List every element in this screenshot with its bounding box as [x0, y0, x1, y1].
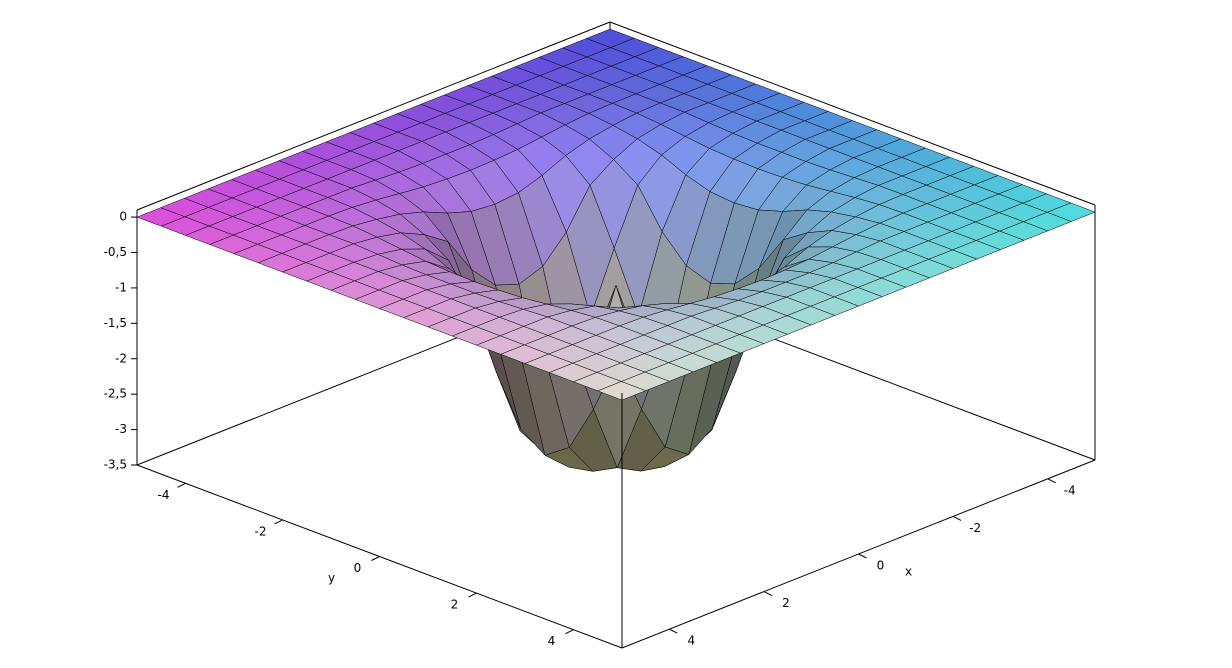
x-tick-label: 2 — [782, 596, 790, 610]
z-tick-label: -0,5 — [104, 245, 127, 259]
z-tick-label: -1,5 — [104, 316, 127, 330]
z-tick-label: -1 — [115, 280, 127, 294]
y-tick-label: 2 — [451, 598, 459, 612]
box-edge — [609, 21, 1096, 206]
y-tick — [177, 482, 186, 488]
surface — [136, 28, 1096, 472]
x-tick — [952, 515, 962, 521]
y-tick-label: -4 — [158, 488, 170, 502]
x-tick — [669, 628, 678, 634]
z-tick-label: -2 — [115, 351, 127, 365]
y-tick — [371, 556, 380, 561]
z-tick-label: -3 — [115, 422, 127, 436]
y-tick-label: -2 — [255, 524, 267, 538]
x-tick-label: -2 — [969, 521, 981, 535]
z-tick-label: -3,5 — [104, 458, 127, 472]
y-axis-label: y — [328, 571, 335, 585]
y-tick-label: 4 — [548, 634, 556, 648]
x-tick — [858, 553, 867, 559]
x-tick-label: -4 — [1064, 483, 1076, 497]
z-tick-label: 0 — [119, 210, 127, 224]
box-edge — [136, 21, 611, 211]
y-tick — [468, 592, 477, 598]
z-tick-label: -2,5 — [104, 387, 127, 401]
x-axis-label: x — [905, 565, 912, 579]
y-tick — [565, 629, 574, 635]
y-tick — [274, 519, 283, 525]
y-tick-label: 0 — [354, 561, 362, 575]
x-tick-label: 4 — [687, 634, 695, 648]
x-tick — [763, 591, 773, 597]
box-front: 0 -0,5 -1 -1,5 -2 -2,5 -3 -3,5 -4 -2 0 2 4 -4 -2 0 2 4 y x — [104, 205, 1096, 649]
x-tick — [1047, 478, 1056, 484]
x-tick-label: 0 — [877, 559, 885, 573]
